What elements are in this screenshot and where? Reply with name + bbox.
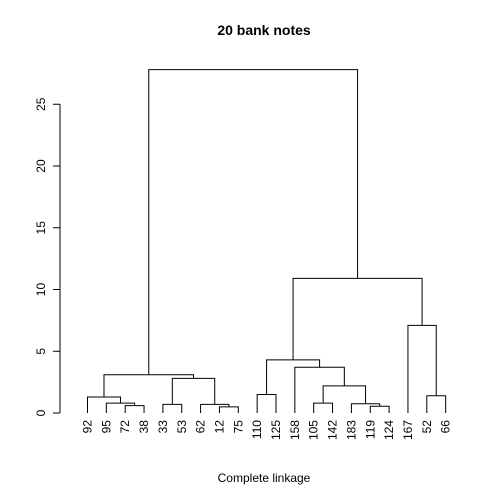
leaf-label: 75 xyxy=(231,420,245,434)
dendrogram-branch xyxy=(294,366,345,413)
dendrogram-branch xyxy=(266,359,321,395)
leaf-label: 72 xyxy=(118,420,132,434)
dendrogram-branch xyxy=(313,402,334,413)
y-tick-label: 10 xyxy=(34,283,48,297)
leaf-label: 183 xyxy=(344,420,358,440)
y-tick-label: 25 xyxy=(34,97,48,111)
leaf-label: 125 xyxy=(269,420,283,440)
leaf-label: 33 xyxy=(156,420,170,434)
leaf-label: 119 xyxy=(363,420,377,439)
x-axis-label: Complete linkage xyxy=(218,471,311,485)
leaf-label: 167 xyxy=(401,420,415,440)
dendrogram-branch xyxy=(148,69,359,375)
leaf-label: 95 xyxy=(99,420,113,434)
leaf-label: 105 xyxy=(307,420,321,440)
leaf-label: 66 xyxy=(439,420,453,434)
dendrogram-branch xyxy=(218,406,239,413)
leaf-label: 53 xyxy=(175,420,189,434)
dendrogram-branches xyxy=(87,69,447,413)
y-tick-label: 5 xyxy=(34,348,48,355)
dendrogram-branch xyxy=(426,395,447,413)
leaf-label: 38 xyxy=(137,420,151,434)
leaf-label: 52 xyxy=(420,420,434,434)
y-tick-label: 20 xyxy=(34,159,48,173)
dendrogram-branch xyxy=(407,324,437,413)
leaf-label: 110 xyxy=(250,420,264,439)
dendrogram-branch xyxy=(162,403,183,413)
dendrogram-branch xyxy=(322,385,367,404)
dendrogram-branch xyxy=(292,277,423,360)
y-axis: 0 5 10 15 20 25 xyxy=(34,97,61,416)
leaf-labels: 92 95 72 38 33 53 62 12 75 110 125 158 105 142 183 119 1… xyxy=(81,420,453,440)
chart-title: 20 bank notes xyxy=(217,22,311,38)
dendrogram-branch xyxy=(124,405,145,413)
y-tick-label: 0 xyxy=(34,409,48,416)
leaf-label: 12 xyxy=(212,420,226,434)
dendrogram-branch xyxy=(350,403,381,413)
dendrogram-branch xyxy=(171,377,216,405)
dendrogram-branch xyxy=(105,402,136,413)
leaf-label: 142 xyxy=(326,420,340,440)
leaf-label: 158 xyxy=(288,420,302,440)
leaf-label: 124 xyxy=(382,420,396,440)
leaf-label: 62 xyxy=(194,420,208,434)
dendrogram-branch xyxy=(200,403,230,413)
leaf-label: 92 xyxy=(81,420,95,434)
dendrogram-branch xyxy=(369,405,390,413)
y-tick-label: 15 xyxy=(34,221,48,235)
dendrogram-branch xyxy=(87,396,121,413)
dendrogram-branch xyxy=(256,393,277,413)
